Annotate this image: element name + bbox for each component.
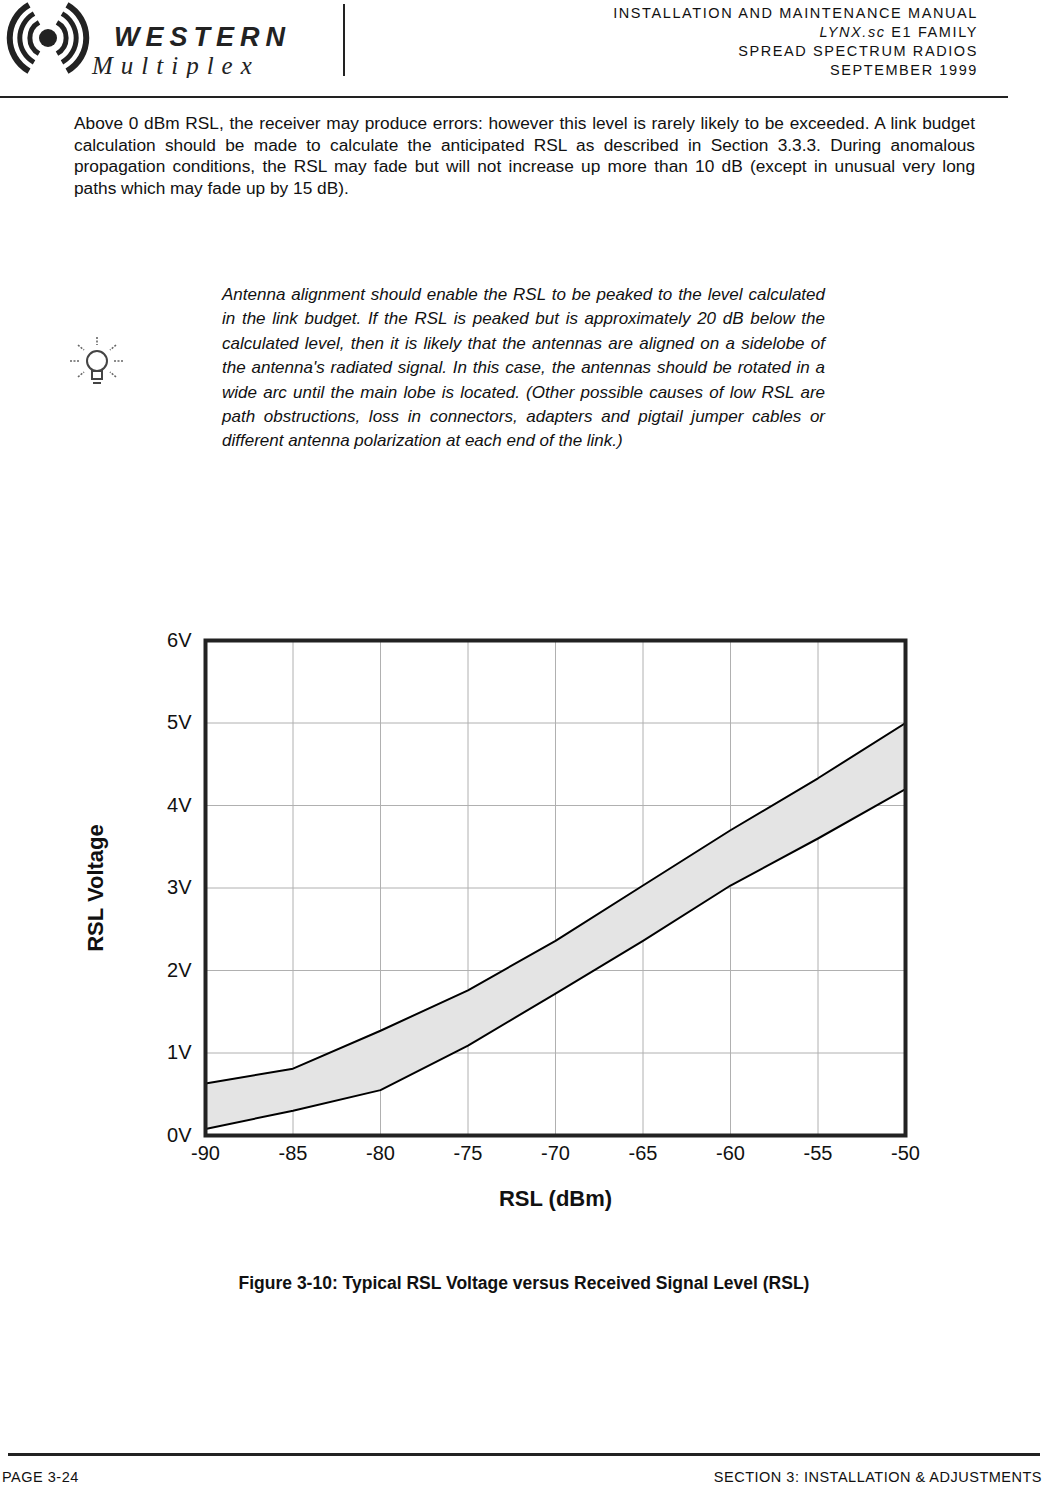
svg-text:5V: 5V — [167, 711, 192, 733]
html-text:PAGE 3-24: PAGE 3-24 — [2, 1469, 79, 1485]
svg-text:-60: -60 — [716, 1142, 745, 1164]
html-text:SECTION 3: INSTALLATION & ADJU: SECTION 3: INSTALLATION & ADJUSTMENTS — [713, 1469, 1042, 1485]
svg-text:RSL (dBm): RSL (dBm) — [499, 1186, 612, 1211]
svg-text:6V: 6V — [167, 629, 192, 651]
html-text:Above 0 dBm RSL, the receiver: Above 0 dBm RSL, the receiver may produc… — [74, 113, 975, 199]
svg-text:-65: -65 — [629, 1142, 658, 1164]
svg-text:3V: 3V — [167, 876, 192, 898]
html-text:LYNX.sc E1 FAMILY: LYNX.sc E1 FAMILY — [819, 24, 978, 40]
svg-text:-70: -70 — [541, 1142, 570, 1164]
html-text:SEPTEMBER 1999: SEPTEMBER 1999 — [829, 62, 978, 78]
html-text:INSTALLATION AND MAINTENANCE M: INSTALLATION AND MAINTENANCE MANUAL — [613, 5, 978, 21]
svg-text:WESTERN: WESTERN — [114, 22, 291, 52]
svg-text:-55: -55 — [804, 1142, 833, 1164]
svg-text:-90: -90 — [191, 1142, 220, 1164]
svg-text:-80: -80 — [366, 1142, 395, 1164]
svg-text:RSL Voltage: RSL Voltage — [83, 824, 108, 952]
svg-text:1V: 1V — [167, 1041, 192, 1063]
svg-text:-85: -85 — [279, 1142, 308, 1164]
html-text:Antenna alignment should enabl: Antenna alignment should enable the RSL … — [222, 285, 825, 451]
html-text:SPREAD SPECTRUM RADIOS: SPREAD SPECTRUM RADIOS — [738, 43, 978, 59]
svg-text:Multiplex: Multiplex — [91, 52, 260, 78]
html-text:Figure 3-10: Typical RSL Volta: Figure 3-10: Typical RSL Voltage versus … — [238, 1273, 810, 1293]
svg-text:4V: 4V — [167, 794, 192, 816]
svg-text:-75: -75 — [454, 1142, 483, 1164]
svg-text:2V: 2V — [167, 959, 192, 981]
svg-text:-50: -50 — [891, 1142, 920, 1164]
svg-text:0V: 0V — [167, 1124, 192, 1146]
